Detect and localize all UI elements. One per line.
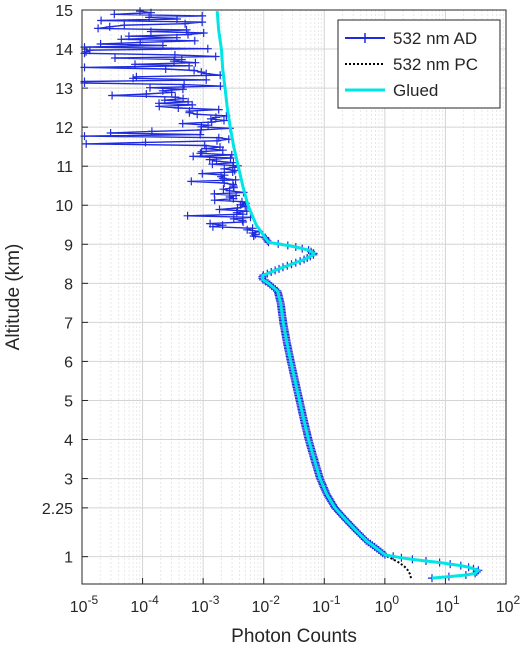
series xyxy=(80,7,483,583)
legend: 532 nm AD 532 nm PC Glued xyxy=(337,19,501,109)
x-tick-label: 101 xyxy=(435,593,460,616)
y-tick-label: 2.25 xyxy=(42,501,73,518)
legend-label-pc: 532 nm PC xyxy=(393,55,478,74)
x-axis-label: Photon Counts xyxy=(231,626,357,647)
y-tick-label: 8 xyxy=(64,276,73,293)
legend-entry-glued: Glued xyxy=(345,81,438,100)
y-tick-label: 15 xyxy=(55,3,73,20)
x-tick-label: 10-1 xyxy=(312,593,341,616)
legend-marker-ad xyxy=(360,33,370,43)
y-tick-label: 4 xyxy=(64,433,73,450)
plot-frame xyxy=(81,9,507,585)
y-tick-label: 7 xyxy=(64,315,73,332)
y-tick-label: 1 xyxy=(64,550,73,567)
legend-entry-pc: 532 nm PC xyxy=(345,55,478,74)
x-tick-label: 10-2 xyxy=(251,593,280,616)
y-tick-label: 10 xyxy=(55,198,73,215)
x-tick-label: 10-5 xyxy=(70,593,99,616)
y-tick-label: 5 xyxy=(64,393,73,410)
y-tick-label: 11 xyxy=(56,159,73,176)
y-tick-label: 3 xyxy=(64,472,73,489)
legend-entry-ad: 532 nm AD xyxy=(345,29,477,48)
x-tick-label: 100 xyxy=(375,593,400,616)
x-tick-label: 102 xyxy=(496,593,521,616)
y-axis-label: Altitude (km) xyxy=(3,244,24,351)
axis-ticks: 10-5 10-4 10-3 10-2 10-1 100 101 102 1 2.25 3 4 5 6 7 8… xyxy=(42,3,521,616)
x-tick-label: 10-3 xyxy=(191,593,220,616)
x-tick-label: 10-4 xyxy=(130,593,159,616)
legend-label-ad: 532 nm AD xyxy=(393,29,477,48)
y-tick-label: 6 xyxy=(64,354,73,371)
y-tick-label: 12 xyxy=(55,120,73,137)
y-tick-label: 14 xyxy=(55,42,73,59)
y-tick-label: 9 xyxy=(64,237,73,254)
series-glued xyxy=(215,11,482,580)
legend-label-glued: Glued xyxy=(393,81,438,100)
y-tick-label: 13 xyxy=(55,81,73,98)
